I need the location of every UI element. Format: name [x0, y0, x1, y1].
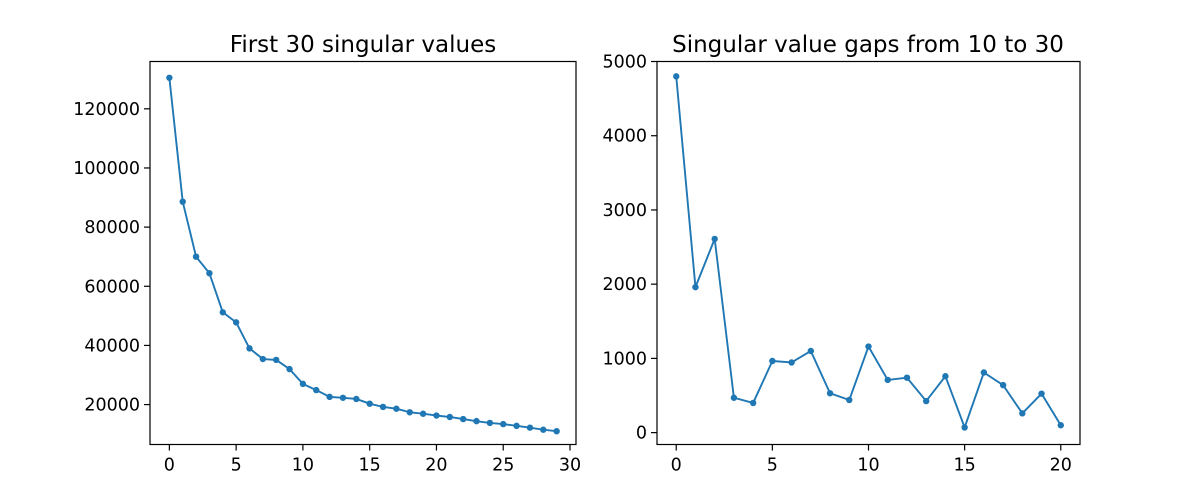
data-point	[1019, 410, 1026, 417]
data-point	[769, 357, 776, 365]
data-point	[179, 198, 186, 205]
data-point	[942, 373, 949, 380]
y-tick-label: 120000	[73, 100, 140, 120]
data-point	[299, 380, 307, 388]
data-line	[168, 77, 557, 433]
left-chart-title: First 30 singular values	[229, 32, 497, 58]
axes-frame	[656, 60, 1081, 446]
data-point	[206, 270, 213, 277]
data-point	[326, 393, 333, 401]
data-point	[232, 319, 240, 326]
x-tick-label: 20	[1050, 456, 1072, 476]
data-line	[675, 76, 1062, 429]
data-point	[807, 347, 815, 355]
right-chart-title: Singular value gaps from 10 to 30	[672, 32, 1064, 58]
y-tick-label: 2000	[602, 275, 647, 295]
data-point	[788, 359, 795, 366]
data-point	[473, 417, 480, 425]
data-point	[884, 376, 891, 384]
y-tick-label: 0	[636, 424, 647, 444]
x-tick-label: 15	[953, 456, 975, 476]
data-point	[192, 253, 200, 260]
data-point	[286, 365, 293, 373]
x-tick-label: 10	[292, 456, 314, 476]
y-tick-label: 40000	[84, 336, 140, 356]
data-point	[459, 415, 467, 423]
data-point	[1057, 422, 1064, 429]
data-point	[826, 390, 834, 397]
data-point	[749, 399, 757, 407]
x-tick-label: 5	[767, 456, 778, 476]
data-point	[692, 283, 699, 291]
y-tick-label: 60000	[84, 277, 140, 297]
data-point	[526, 424, 534, 431]
x-tick-label: 10	[857, 456, 879, 476]
data-point	[865, 343, 872, 350]
y-tick-label: 20000	[84, 396, 140, 416]
data-point	[272, 356, 280, 364]
data-point	[219, 309, 226, 316]
data-point	[980, 369, 988, 376]
data-point	[446, 413, 454, 421]
data-point	[433, 412, 440, 419]
data-point	[673, 73, 680, 80]
x-tick-label: 5	[231, 456, 242, 476]
data-point	[1038, 390, 1045, 397]
data-point	[922, 397, 930, 405]
y-tick-label: 1000	[602, 349, 647, 369]
data-point	[903, 374, 911, 381]
data-point	[353, 395, 360, 403]
data-point	[730, 394, 738, 401]
data-point	[339, 394, 347, 401]
data-point	[711, 235, 718, 243]
y-tick-label: 4000	[602, 127, 647, 147]
x-tick-label: 15	[359, 456, 381, 476]
data-point	[553, 427, 560, 435]
x-tick-label: 20	[425, 456, 447, 476]
y-tick-label: 3000	[602, 201, 647, 221]
y-tick-label: 100000	[73, 159, 140, 179]
data-point	[166, 74, 173, 81]
data-point	[313, 386, 320, 394]
data-point	[259, 355, 267, 363]
data-point	[393, 405, 400, 412]
x-tick-label: 0	[164, 456, 175, 476]
x-tick-label: 25	[492, 456, 514, 476]
data-point	[486, 419, 494, 427]
y-tick-label: 5000	[602, 53, 647, 73]
data-point	[419, 410, 427, 417]
x-tick-label: 0	[671, 456, 682, 476]
y-tick-label: 80000	[84, 218, 140, 238]
axes-frame	[149, 60, 577, 446]
data-point	[366, 400, 373, 407]
data-point	[540, 426, 547, 433]
data-point	[500, 420, 507, 428]
data-point	[513, 422, 520, 430]
data-point	[999, 381, 1007, 389]
x-tick-label: 30	[559, 456, 581, 476]
data-point	[961, 424, 968, 431]
data-point	[246, 345, 253, 352]
data-point	[406, 409, 413, 416]
data-point	[379, 403, 387, 411]
data-point	[846, 396, 853, 404]
